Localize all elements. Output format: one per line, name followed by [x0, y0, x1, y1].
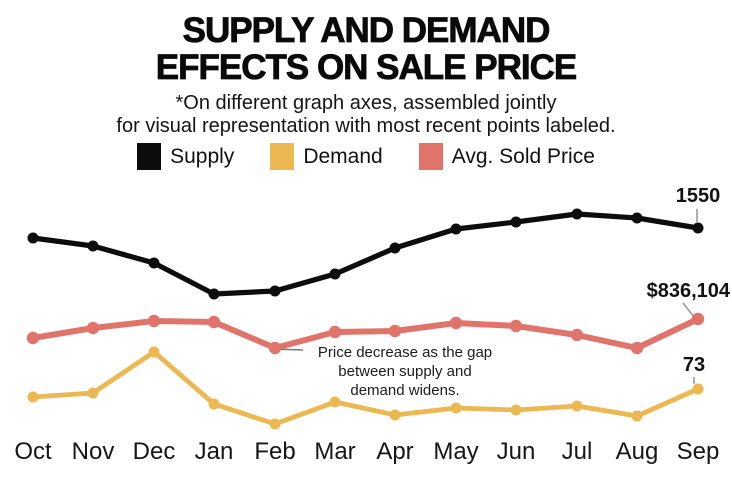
legend-label-supply: Supply — [170, 144, 235, 168]
demand-point-dec — [148, 346, 160, 358]
demand-point-jan — [208, 398, 220, 410]
price-label-connector — [682, 302, 695, 318]
demand-point-apr — [389, 409, 401, 421]
legend-label-avg-sold-price: Avg. Sold Price — [451, 144, 595, 168]
demand-point-jun — [510, 404, 522, 416]
x-axis-label-sep: Sep — [676, 438, 720, 465]
supply-point-dec — [148, 257, 160, 269]
legend-item-avg-sold-price: Avg. Sold Price — [418, 143, 595, 170]
chart-title-line2: EFFECTS ON SALE PRICE — [155, 48, 577, 87]
legend-label-demand: Demand — [303, 144, 383, 168]
supply-point-oct — [27, 232, 39, 244]
chart-subtitle: *On different graph axes, assembled join… — [0, 92, 732, 138]
chart-subtitle-line2: for visual representation with most rece… — [116, 115, 616, 137]
x-axis-label-oct: Oct — [14, 438, 52, 465]
chart-title: SUPPLY AND DEMAND EFFECTS ON SALE PRICE — [0, 11, 732, 87]
supply-point-aug — [631, 212, 643, 224]
supply-point-mar — [329, 268, 341, 280]
chart-header: SUPPLY AND DEMAND EFFECTS ON SALE PRICE … — [0, 12, 732, 138]
supply-point-jun — [510, 216, 522, 228]
chart-title-line1: SUPPLY AND DEMAND — [182, 11, 551, 50]
avg-sold-price-point-jan — [207, 315, 221, 329]
demand-point-may — [450, 402, 462, 414]
supply-point-nov — [87, 240, 99, 252]
avg-sold-price-point-nov — [86, 321, 100, 335]
demand-point-oct — [27, 391, 39, 403]
x-axis-label-jun: Jun — [496, 438, 536, 465]
legend-item-demand: Demand — [270, 143, 383, 170]
legend: Supply Demand Avg. Sold Price — [0, 143, 732, 170]
x-axis-label-apr: Apr — [376, 438, 414, 465]
avg-sold-price-line — [30, 316, 701, 351]
supply-last-value-label: 1550 — [675, 185, 721, 207]
x-axis-label-aug: Aug — [615, 438, 659, 465]
demand-point-sep — [692, 383, 704, 395]
demand-line — [30, 349, 701, 427]
supply-point-jan — [208, 288, 220, 300]
avg-sold-price-point-aug — [630, 341, 644, 355]
x-axis-label-feb: Feb — [254, 438, 296, 465]
demand-swatch-icon — [270, 143, 295, 170]
x-axis-label-mar: Mar — [314, 438, 356, 465]
avg-sold-price-point-apr — [388, 324, 402, 338]
avg-sold-price-point-sep — [691, 312, 705, 326]
x-axis: Oct Nov Dec Jan Feb Mar Apr May Jun Jul Aug Sep — [0, 438, 732, 470]
demand-last-value-label: 73 — [682, 354, 706, 376]
x-axis-label-jan: Jan — [194, 438, 234, 465]
supply-point-feb — [269, 285, 281, 297]
supply-point-apr — [389, 242, 401, 254]
avg-sold-price-swatch-icon — [418, 143, 443, 170]
supply-point-sep — [692, 222, 704, 234]
legend-item-supply: Supply — [137, 143, 234, 170]
supply-point-may — [450, 223, 462, 235]
x-axis-label-may: May — [433, 438, 479, 465]
supply-point-jul — [571, 208, 583, 220]
supply-line — [30, 211, 701, 297]
price-gap-annotation: Price decrease as the gap between supply… — [317, 344, 493, 399]
x-axis-label-dec: Dec — [132, 438, 176, 465]
avg-sold-price-point-jun — [509, 319, 523, 333]
avg-sold-price-point-oct — [26, 331, 40, 345]
avg-sold-price-point-dec — [147, 314, 161, 328]
demand-point-feb — [269, 418, 281, 430]
demand-point-aug — [631, 410, 643, 422]
supply-swatch-icon — [137, 143, 162, 170]
avg-sold-price-point-jul — [570, 328, 584, 342]
chart-subtitle-line1: *On different graph axes, assembled join… — [175, 92, 557, 114]
avg-sold-price-last-value-label: $836,104 — [646, 280, 730, 302]
demand-point-mar — [329, 396, 341, 408]
avg-sold-price-point-mar — [328, 325, 342, 339]
demand-point-nov — [87, 387, 99, 399]
avg-sold-price-point-feb — [268, 341, 282, 355]
x-axis-label-jul: Jul — [561, 438, 593, 465]
x-axis-label-nov: Nov — [71, 438, 115, 465]
demand-point-jul — [571, 400, 583, 412]
avg-sold-price-point-may — [449, 316, 463, 330]
